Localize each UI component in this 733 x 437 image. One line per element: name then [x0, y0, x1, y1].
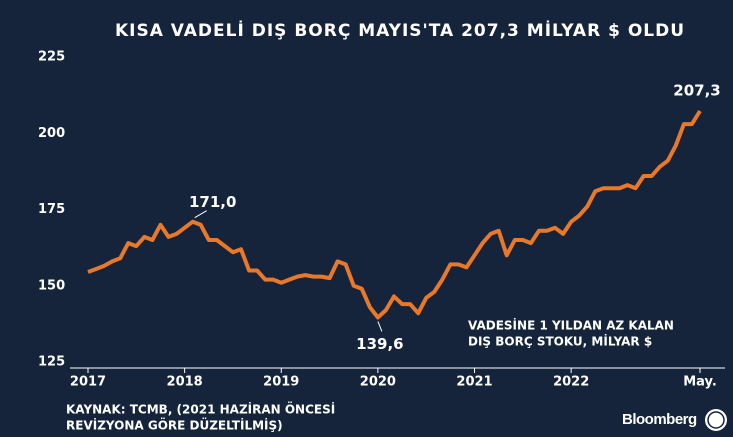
x-tick-label: 2019 [263, 375, 299, 390]
leader [194, 210, 207, 219]
x-tick-label: 2020 [360, 375, 396, 390]
source: REVİZYONA GÖRE DÜZELTİLMİŞ) [66, 418, 283, 433]
y-tick-label: 175 [38, 202, 65, 217]
logo [707, 411, 725, 429]
data-label: 139,6 [356, 335, 403, 353]
source: KAYNAK: TCMB, (2021 HAZİRAN ÖNCESİ [66, 402, 335, 417]
x-tick-label: 2017 [70, 375, 106, 390]
note: DIŞ BORÇ STOKU, MİLYAR $ [468, 334, 652, 349]
line [87, 109, 702, 320]
x-tick-label: May. [683, 375, 717, 390]
x-tick-label: 2021 [456, 375, 492, 390]
leader [377, 321, 383, 332]
data-label: 171,0 [189, 193, 236, 211]
data-label: 207,3 [673, 81, 720, 99]
y-tick-label: 125 [38, 355, 65, 370]
note: VADESİNE 1 YILDAN AZ KALAN [468, 318, 674, 333]
chart-title: KISA VADELİ DIŞ BORÇ MAYIS'TA 207,3 MİLY… [115, 19, 685, 41]
x-tick-label: 2022 [553, 375, 589, 390]
y-tick-label: 225 [38, 50, 65, 65]
x-tick-label: 2018 [167, 375, 203, 390]
y-tick-label: 150 [38, 278, 65, 293]
brand: Bloomberg [622, 411, 697, 428]
y-tick-label: 200 [38, 126, 65, 141]
